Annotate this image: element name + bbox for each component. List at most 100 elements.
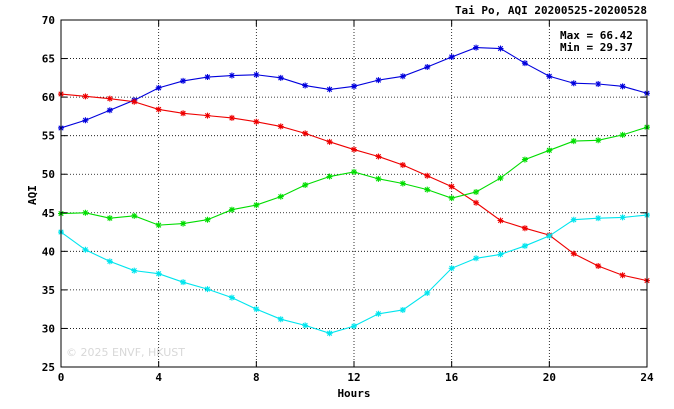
- data-point: [424, 64, 431, 71]
- x-tick-label: 8: [253, 371, 260, 384]
- data-point: [131, 212, 138, 219]
- data-point: [448, 183, 455, 190]
- data-point: [424, 186, 431, 193]
- data-point: [131, 98, 138, 105]
- data-point: [570, 250, 577, 257]
- data-point: [595, 262, 602, 269]
- data-point: [595, 215, 602, 222]
- grid: [61, 20, 647, 367]
- data-point: [521, 225, 528, 232]
- y-tick-label: 35: [42, 284, 55, 297]
- data-point: [277, 123, 284, 130]
- data-point: [595, 81, 602, 88]
- data-point: [155, 106, 162, 113]
- data-point: [326, 173, 333, 180]
- y-tick-label: 55: [42, 130, 55, 143]
- data-point: [375, 310, 382, 317]
- data-point: [448, 54, 455, 61]
- data-point: [82, 93, 89, 100]
- data-point: [106, 95, 113, 102]
- data-point: [399, 180, 406, 187]
- data-point: [228, 72, 235, 79]
- data-point: [473, 188, 480, 195]
- y-tick-label: 60: [42, 91, 55, 104]
- data-point: [619, 83, 626, 90]
- data-point: [595, 137, 602, 144]
- x-tick-label: 12: [347, 371, 360, 384]
- data-point: [497, 175, 504, 182]
- data-point: [131, 267, 138, 274]
- data-point: [399, 73, 406, 80]
- data-point: [326, 86, 333, 93]
- data-point: [155, 222, 162, 229]
- data-point: [253, 202, 260, 209]
- data-point: [424, 289, 431, 296]
- data-point: [619, 131, 626, 138]
- data-point: [180, 279, 187, 286]
- data-point: [228, 206, 235, 213]
- data-point: [253, 71, 260, 78]
- x-tick-label: 20: [543, 371, 556, 384]
- data-point: [302, 322, 309, 329]
- data-point: [546, 232, 553, 239]
- data-point: [277, 193, 284, 200]
- data-point: [106, 258, 113, 265]
- data-point: [424, 172, 431, 179]
- watermark: © 2025 ENVF, HKUST: [66, 346, 185, 359]
- data-point: [399, 306, 406, 313]
- data-point: [546, 73, 553, 80]
- data-point: [351, 83, 357, 90]
- data-point: [155, 84, 162, 91]
- data-point: [521, 242, 528, 249]
- data-point: [106, 107, 113, 114]
- x-axis-title: Hours: [337, 387, 370, 400]
- y-tick-label: 40: [42, 245, 55, 258]
- data-point: [473, 44, 480, 51]
- data-point: [326, 138, 333, 145]
- data-point: [570, 80, 577, 87]
- data-point: [399, 161, 406, 168]
- data-point: [180, 110, 187, 117]
- data-point: [351, 146, 357, 153]
- data-point: [180, 220, 187, 227]
- data-point: [570, 138, 577, 145]
- data-point: [375, 77, 382, 84]
- data-point: [521, 60, 528, 67]
- data-point: [326, 330, 333, 337]
- y-tick-label: 70: [42, 14, 55, 27]
- data-point: [570, 216, 577, 223]
- data-point: [375, 153, 382, 160]
- data-point: [253, 118, 260, 125]
- data-point: [82, 246, 89, 253]
- y-tick-label: 25: [42, 361, 55, 374]
- data-point: [155, 270, 162, 277]
- data-point: [497, 217, 504, 224]
- y-axis-title: AQI: [26, 185, 39, 205]
- data-point: [351, 168, 357, 175]
- x-tick-label: 16: [445, 371, 459, 384]
- data-point: [180, 77, 187, 84]
- data-point: [204, 216, 211, 223]
- min-label: Min = 29.37: [560, 41, 633, 54]
- data-point: [473, 199, 480, 206]
- data-point: [253, 306, 260, 313]
- data-point: [277, 316, 284, 323]
- y-tick-label: 50: [42, 168, 55, 181]
- data-point: [277, 74, 284, 81]
- x-tick-label: 24: [640, 371, 654, 384]
- y-tick-label: 30: [42, 322, 55, 335]
- data-point: [497, 251, 504, 258]
- x-tick-label: 0: [58, 371, 65, 384]
- series-group: [58, 44, 650, 337]
- data-point: [546, 147, 553, 154]
- data-point: [228, 114, 235, 121]
- data-point: [448, 195, 455, 202]
- data-point: [204, 74, 211, 81]
- series-line: [60, 214, 648, 334]
- data-point: [82, 117, 89, 124]
- axis-ticks: 0 4 8 12 16 20 24 25 30 35 40 45 50 55 60 65 70: [42, 14, 654, 384]
- y-tick-label: 45: [42, 207, 55, 220]
- data-point: [351, 323, 357, 330]
- data-point: [473, 255, 480, 262]
